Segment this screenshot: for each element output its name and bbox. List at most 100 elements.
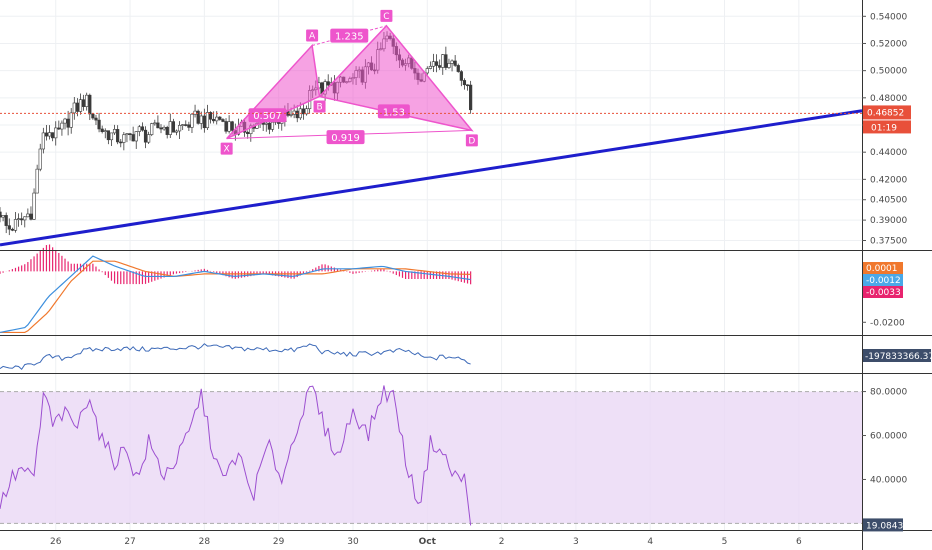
indicator-value-badge — [863, 349, 931, 362]
ratio-badge — [248, 108, 287, 123]
pattern-ratio-line — [319, 95, 472, 131]
candle-body — [205, 112, 210, 129]
candle-body — [0, 211, 2, 218]
candle-body — [29, 213, 33, 220]
candle-body — [7, 225, 11, 230]
candle-body — [469, 84, 473, 111]
rsi-line — [0, 385, 472, 526]
candle-body — [81, 99, 86, 107]
candle-body — [131, 134, 135, 142]
candle-body — [41, 132, 45, 150]
candle-body — [447, 63, 451, 68]
price-tick-label: 0.39000 — [870, 216, 907, 226]
candle-body — [459, 71, 463, 81]
candle-body — [13, 219, 18, 231]
candle-body — [60, 122, 64, 130]
candle-body — [88, 94, 92, 115]
candle-body — [171, 121, 175, 133]
candle-body — [94, 117, 98, 121]
candle-body — [227, 121, 231, 132]
candle-body — [456, 65, 460, 72]
last-price-badge — [863, 105, 911, 120]
candle-body — [38, 148, 42, 170]
candle-body — [140, 126, 145, 131]
candle-body — [134, 131, 138, 142]
candle-body — [438, 65, 442, 68]
ratio-badge — [330, 28, 369, 43]
x-tick-label: 5 — [722, 537, 728, 547]
rsi-tick-label: 60.0000 — [870, 432, 907, 442]
pattern-point-label: A — [309, 32, 316, 42]
candle-body — [85, 94, 89, 107]
candle-body — [177, 125, 182, 132]
rsi-band — [0, 391, 862, 524]
candle-body — [162, 126, 166, 130]
candle-body — [224, 121, 228, 132]
candle-body — [23, 216, 27, 221]
candle-body — [289, 114, 293, 116]
macd-value-label: 0.0001 — [866, 264, 898, 274]
x-tick-label: 4 — [647, 537, 653, 547]
candle-body — [47, 132, 52, 137]
candle-body — [264, 122, 268, 125]
candle-body — [10, 228, 14, 231]
candle-body — [301, 108, 306, 115]
macd-value-label: -0.0033 — [866, 288, 901, 298]
candle-body — [292, 110, 296, 115]
candle-body — [35, 168, 39, 194]
pattern-point-label: B — [316, 102, 322, 112]
candle-body — [212, 118, 216, 122]
candle-body — [150, 123, 154, 135]
pattern-point-label: C — [383, 12, 389, 22]
candle-body — [54, 127, 58, 139]
price-tick-label: 0.42000 — [870, 175, 907, 185]
price-tick-label: 0.40500 — [870, 196, 907, 206]
candle-body — [119, 141, 123, 144]
candle-body — [221, 119, 225, 122]
candle-body — [75, 102, 80, 112]
candle-body — [168, 121, 172, 135]
candle-body — [165, 126, 169, 135]
ratio-badge — [377, 104, 410, 119]
pattern-point-badge — [306, 29, 319, 42]
candle-body — [125, 133, 129, 136]
candle-body — [20, 218, 24, 221]
countdown-badge — [863, 120, 911, 134]
candle-body — [462, 80, 467, 86]
x-tick-label: 6 — [796, 537, 802, 547]
macd-value-badge — [863, 286, 903, 298]
candle-body — [267, 122, 271, 130]
candle-body — [1, 215, 5, 218]
candle-body — [196, 110, 200, 124]
x-tick-label: 3 — [573, 537, 579, 547]
candle-body — [230, 121, 234, 131]
candle-body — [137, 126, 141, 132]
macd-pane[interactable] — [0, 244, 472, 334]
candle-body — [199, 115, 203, 124]
x-tick-label: 27 — [124, 537, 135, 547]
candle-body — [4, 215, 8, 226]
rsi-pane[interactable] — [0, 385, 862, 526]
candle-body — [112, 129, 117, 134]
candle-body — [215, 116, 219, 122]
x-tick-label: 26 — [50, 537, 62, 547]
candle-body — [218, 116, 222, 120]
candle-body — [425, 68, 429, 74]
candle-body — [450, 60, 454, 64]
price-pane[interactable]: X A B C D 0.507 1.235 1.53 0.919 — [0, 9, 863, 247]
price-tick-label: 0.48000 — [870, 94, 907, 104]
macd-value-badge — [863, 274, 903, 286]
candle-body — [66, 118, 70, 128]
candle-body — [156, 122, 160, 129]
candle-body — [193, 110, 197, 115]
pattern-point-label: X — [224, 145, 230, 155]
price-tick-label: 0.50000 — [870, 67, 907, 77]
indicator-line-pane[interactable] — [0, 343, 471, 371]
candle-body — [51, 132, 55, 139]
pattern-point-badge — [313, 100, 326, 113]
candle-body — [143, 129, 148, 143]
candle-body — [434, 61, 439, 66]
candles — [0, 31, 473, 236]
